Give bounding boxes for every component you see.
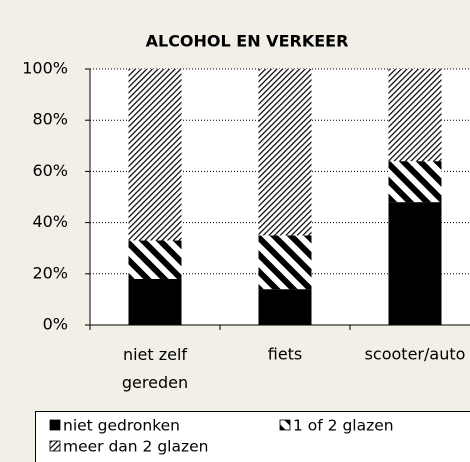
bar-segment bbox=[128, 69, 182, 241]
y-tick-label: 20% bbox=[32, 263, 68, 282]
y-tick-label: 0% bbox=[43, 315, 68, 334]
bar-segment bbox=[128, 240, 182, 279]
bar-segment bbox=[258, 69, 312, 236]
legend-label: 1 of 2 glazen bbox=[293, 417, 394, 435]
y-tick-label: 80% bbox=[32, 110, 68, 129]
bar-segment bbox=[388, 69, 442, 162]
legend-swatch bbox=[49, 419, 61, 431]
legend-swatch bbox=[49, 440, 61, 452]
legend-box bbox=[35, 411, 470, 462]
legend-swatch bbox=[279, 419, 291, 431]
x-tick-label-line: niet zelf bbox=[123, 345, 187, 364]
bar-segment bbox=[388, 161, 442, 203]
bar-segment bbox=[258, 235, 312, 290]
y-tick-label: 60% bbox=[32, 161, 68, 180]
y-tick-label: 100% bbox=[22, 59, 68, 78]
legend-label: niet gedronken bbox=[63, 417, 180, 435]
y-tick-label: 40% bbox=[32, 212, 68, 231]
x-tick-label: fiets bbox=[268, 345, 303, 364]
x-tick-label: scooter/auto bbox=[365, 345, 466, 364]
bar-segment bbox=[128, 278, 182, 325]
chart-title: ALCOHOL EN VERKEER bbox=[146, 32, 349, 51]
bar-segment bbox=[388, 202, 442, 325]
bar-segment bbox=[258, 289, 312, 325]
x-tick-label-line: gereden bbox=[122, 373, 188, 392]
x-tick-label: niet zelf gereden bbox=[122, 345, 188, 392]
legend-label: meer dan 2 glazen bbox=[63, 438, 209, 456]
